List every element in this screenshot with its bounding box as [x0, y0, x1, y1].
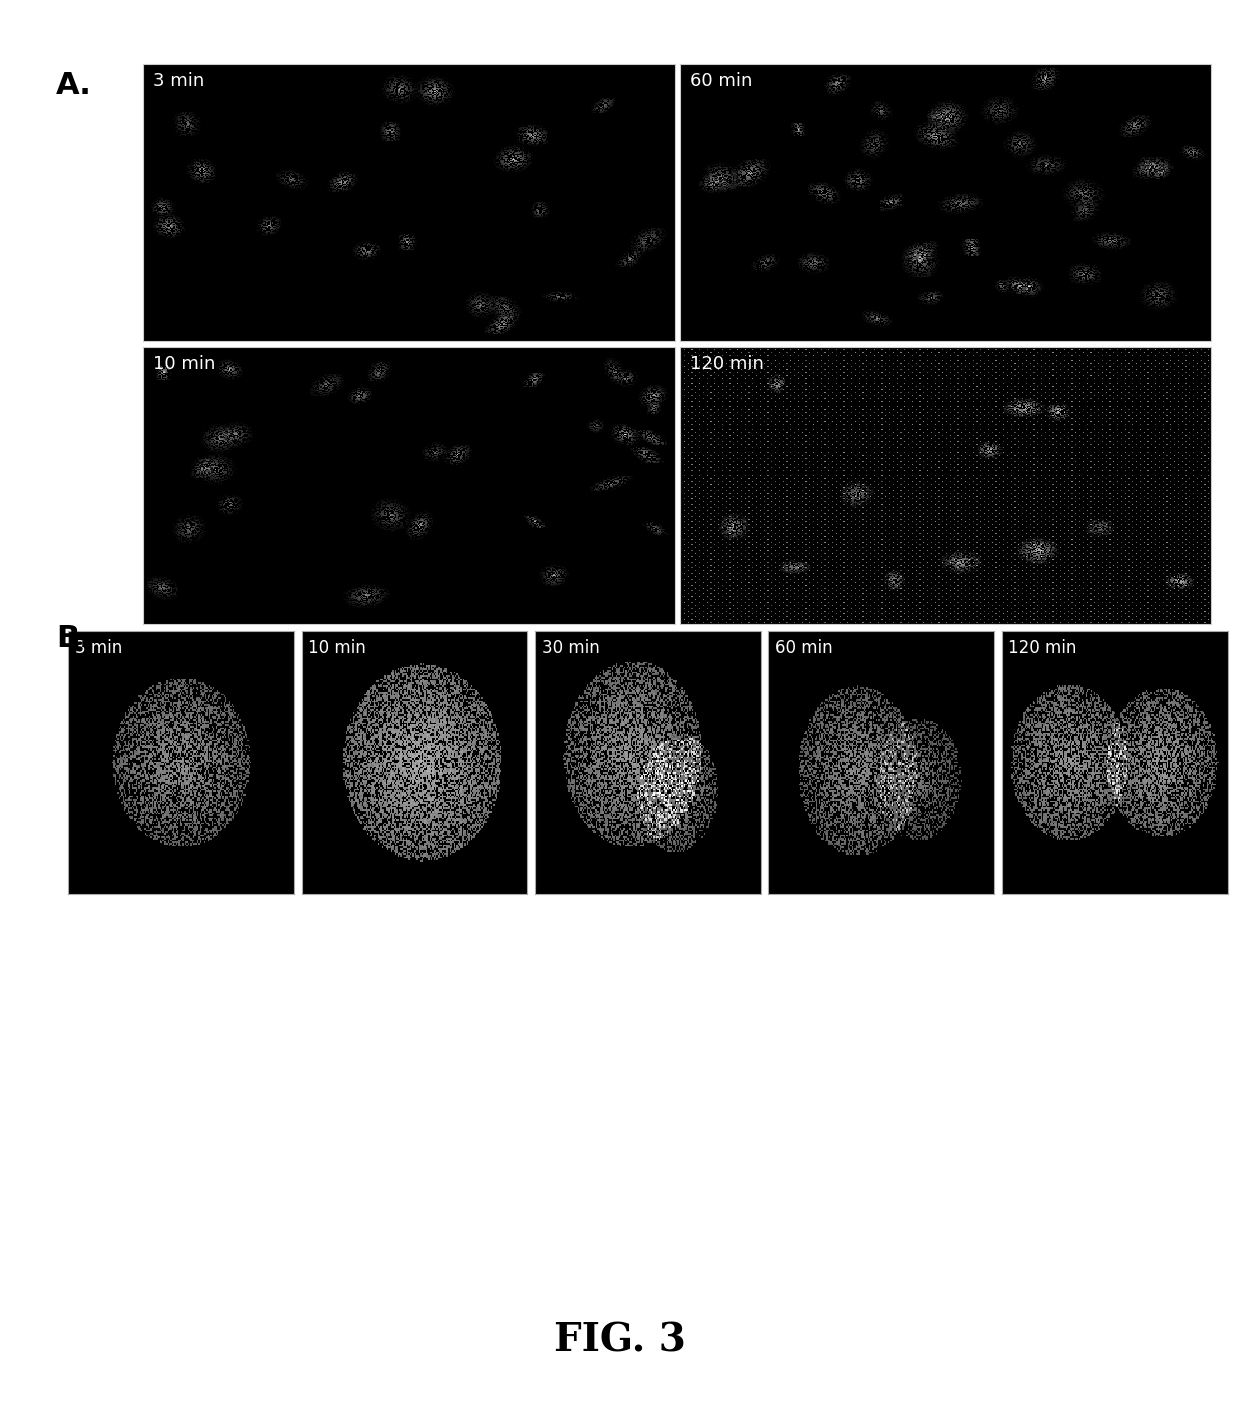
Text: 30 min: 30 min — [542, 640, 599, 657]
Text: FIG. 3: FIG. 3 — [554, 1323, 686, 1359]
Text: 10 min: 10 min — [154, 355, 216, 373]
Text: 3 min: 3 min — [74, 640, 123, 657]
Text: 60 min: 60 min — [775, 640, 833, 657]
Text: 10 min: 10 min — [309, 640, 366, 657]
Text: 120 min: 120 min — [691, 355, 764, 373]
Text: 60 min: 60 min — [691, 72, 753, 91]
Text: 3 min: 3 min — [154, 72, 205, 91]
Text: A.: A. — [56, 71, 92, 99]
Text: 120 min: 120 min — [1008, 640, 1076, 657]
Text: B.: B. — [56, 624, 91, 653]
